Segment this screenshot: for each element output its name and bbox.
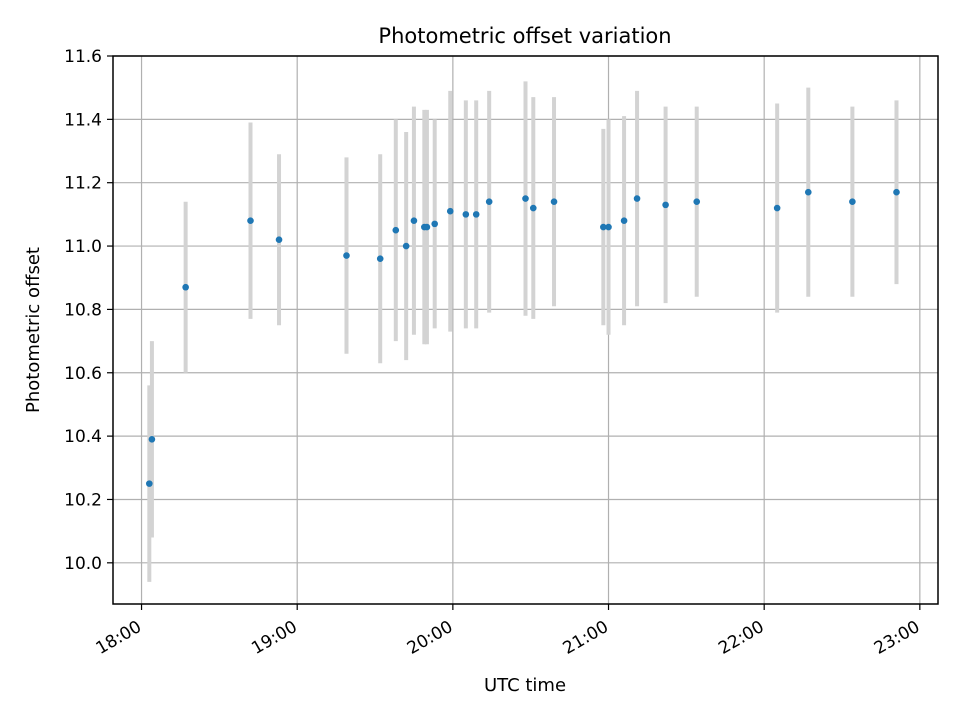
y-tick-label: 10.4	[64, 427, 102, 447]
data-point	[550, 198, 558, 206]
y-axis: 10.0 10.2 10.4 10.6 10.8 11.0 11.2 11.4 11.6	[64, 47, 113, 574]
x-axis-label: UTC time	[484, 675, 566, 696]
data-point	[804, 188, 812, 196]
data-point	[485, 198, 493, 206]
data-point	[275, 236, 283, 244]
data-point	[148, 435, 156, 443]
data-point	[423, 223, 431, 231]
data-point	[392, 226, 400, 234]
data-point	[472, 211, 480, 218]
y-tick-label: 10.6	[64, 364, 102, 384]
y-tick-label: 10.2	[64, 490, 102, 510]
data-point	[849, 198, 856, 206]
data-point	[182, 283, 189, 291]
data-point	[343, 252, 350, 259]
y-tick-label: 11.0	[64, 237, 102, 257]
data-point	[773, 204, 781, 212]
data-point	[605, 223, 612, 231]
data-point	[410, 217, 418, 225]
data-point	[620, 217, 628, 225]
data-point	[693, 198, 701, 206]
plot-frame	[112, 55, 939, 605]
y-tick-label: 11.4	[64, 110, 102, 130]
data-point	[376, 255, 384, 263]
data-point	[431, 220, 438, 228]
data-point	[662, 201, 669, 209]
data-point	[247, 217, 254, 225]
y-tick-label: 11.6	[64, 47, 102, 67]
data-point	[446, 207, 454, 215]
data-point	[522, 195, 529, 202]
data-point	[600, 223, 607, 231]
data-point	[633, 195, 641, 202]
data-point	[462, 211, 470, 218]
data-point	[529, 204, 537, 212]
data-point	[402, 242, 410, 250]
y-tick-label: 10.8	[64, 300, 102, 320]
y-tick-label: 11.2	[64, 174, 102, 194]
data-point	[146, 480, 153, 487]
data-points	[146, 188, 900, 487]
y-axis-label: Photometric offset	[23, 247, 44, 413]
data-point	[893, 188, 900, 196]
chart-title: Photometric offset variation	[378, 24, 671, 48]
y-tick-label: 10.0	[64, 554, 102, 574]
